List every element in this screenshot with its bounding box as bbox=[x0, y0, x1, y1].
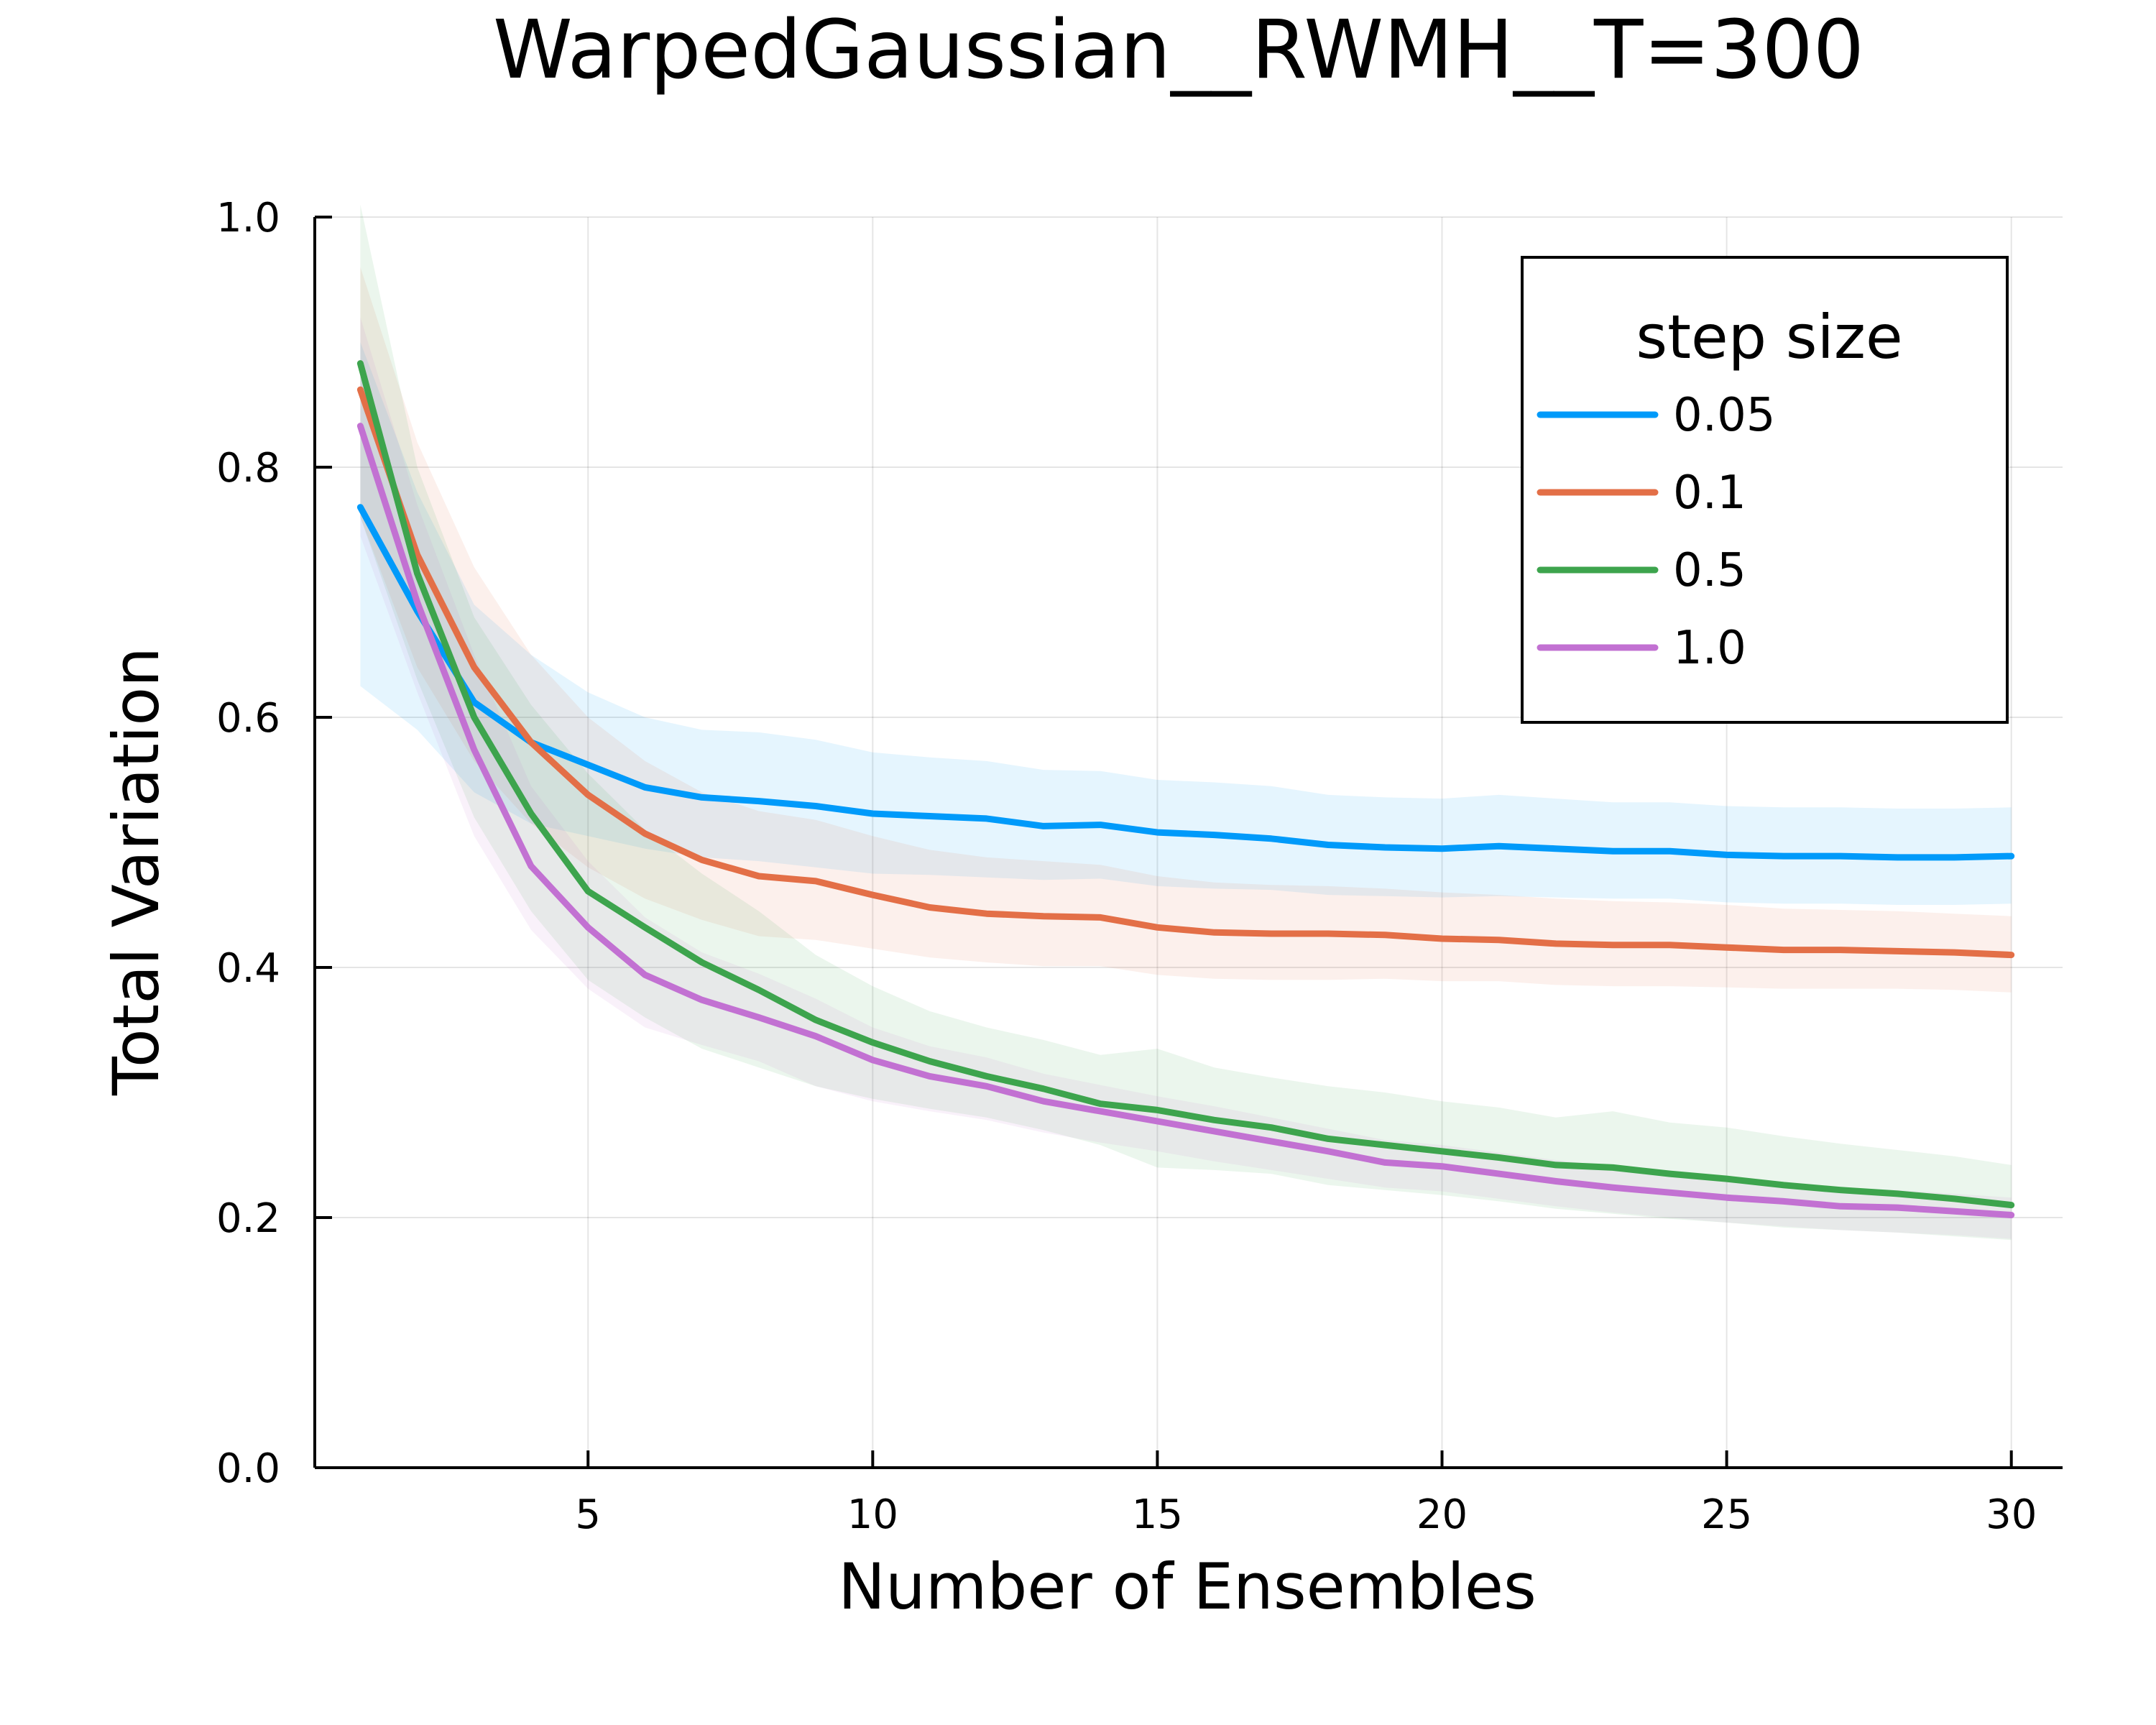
band-series-1.0 bbox=[360, 317, 2012, 1239]
tick-labels: 5 10 15 20 25 30 0.0 0.2 0.4 0.6 0.8 1.0 bbox=[216, 195, 2037, 1538]
y-tick-label: 0.4 bbox=[216, 945, 280, 992]
x-tick-label: 25 bbox=[1701, 1491, 1752, 1538]
legend-label-0.05: 0.05 bbox=[1673, 389, 1776, 442]
x-tick-label: 15 bbox=[1132, 1491, 1183, 1538]
x-tick-label: 20 bbox=[1416, 1491, 1468, 1538]
y-axis-title: Total Variation bbox=[99, 647, 173, 1096]
x-tick-label: 5 bbox=[575, 1491, 601, 1538]
confidence-bands bbox=[360, 204, 2012, 1241]
x-axis-title: Number of Ensembles bbox=[838, 1550, 1537, 1624]
line-series-0.1 bbox=[356, 386, 2015, 959]
y-tick-label: 1.0 bbox=[216, 195, 280, 242]
series-lines bbox=[356, 360, 2015, 1218]
y-tick-label: 0.2 bbox=[216, 1195, 280, 1242]
legend: step size 0.05 0.1 0.5 1.0 bbox=[1521, 256, 2009, 724]
band-series-0.5 bbox=[360, 204, 2012, 1241]
x-tick-label: 30 bbox=[1986, 1491, 2037, 1538]
legend-title: step size bbox=[1636, 302, 1902, 372]
x-tick-label: 10 bbox=[847, 1491, 898, 1538]
y-tick-label: 0.8 bbox=[216, 445, 280, 492]
legend-label-1.0: 1.0 bbox=[1673, 622, 1746, 675]
chart-title: WarpedGaussian__RWMH__T=300 bbox=[493, 4, 1864, 97]
line-series-0.05 bbox=[356, 504, 2015, 861]
y-tick-label: 0.0 bbox=[216, 1445, 280, 1492]
y-tick-label: 0.6 bbox=[216, 695, 280, 742]
line-series-1.0 bbox=[356, 423, 2015, 1218]
axes bbox=[313, 216, 2063, 1469]
band-series-0.05 bbox=[360, 342, 2012, 905]
legend-label-0.1: 0.1 bbox=[1673, 466, 1746, 520]
line-series-0.5 bbox=[356, 360, 2015, 1209]
band-series-0.1 bbox=[360, 267, 2012, 993]
legend-label-0.5: 0.5 bbox=[1673, 544, 1746, 597]
